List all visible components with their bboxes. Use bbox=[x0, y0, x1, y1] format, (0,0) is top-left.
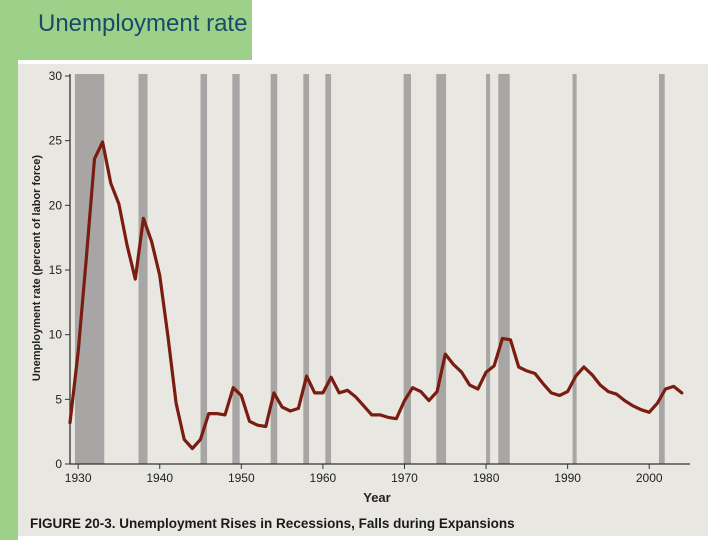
recession-band bbox=[270, 74, 278, 464]
y-tick-label: 15 bbox=[49, 263, 63, 277]
recession-band bbox=[138, 74, 148, 464]
recession-band bbox=[436, 74, 447, 464]
y-tick-label: 0 bbox=[55, 457, 62, 471]
x-tick-label: 1960 bbox=[310, 471, 337, 485]
x-axis-label: Year bbox=[363, 490, 390, 505]
x-tick-label: 1950 bbox=[228, 471, 255, 485]
recession-band bbox=[403, 74, 411, 464]
recession-band bbox=[498, 74, 510, 464]
slide-title: Unemployment rate bbox=[38, 10, 248, 37]
figure-caption: FIGURE 20-3. Unemployment Rises in Reces… bbox=[30, 516, 515, 531]
y-tick-label: 10 bbox=[49, 328, 63, 342]
recession-band bbox=[325, 74, 332, 464]
y-tick-label: 30 bbox=[49, 69, 63, 83]
recession-band bbox=[74, 74, 105, 464]
y-axis-label: Unemployment rate (percent of labor forc… bbox=[31, 155, 43, 381]
recession-band bbox=[303, 74, 310, 464]
y-tick-label: 20 bbox=[49, 198, 63, 212]
y-tick-label: 25 bbox=[49, 134, 63, 148]
x-tick-label: 1980 bbox=[473, 471, 500, 485]
recession-band bbox=[572, 74, 577, 464]
y-tick-label: 5 bbox=[55, 392, 62, 406]
recession-band bbox=[200, 74, 208, 464]
x-tick-label: 2000 bbox=[636, 471, 663, 485]
x-tick-label: 1970 bbox=[391, 471, 418, 485]
x-tick-label: 1990 bbox=[554, 471, 581, 485]
left-accent-bar bbox=[0, 0, 18, 540]
recession-band bbox=[659, 74, 665, 464]
recession-band bbox=[232, 74, 240, 464]
series-line bbox=[68, 140, 684, 451]
recession-band bbox=[486, 74, 491, 464]
title-banner bbox=[0, 0, 252, 60]
x-tick-label: 1940 bbox=[146, 471, 173, 485]
x-tick-label: 1930 bbox=[65, 471, 92, 485]
chart-photo bbox=[18, 64, 708, 536]
